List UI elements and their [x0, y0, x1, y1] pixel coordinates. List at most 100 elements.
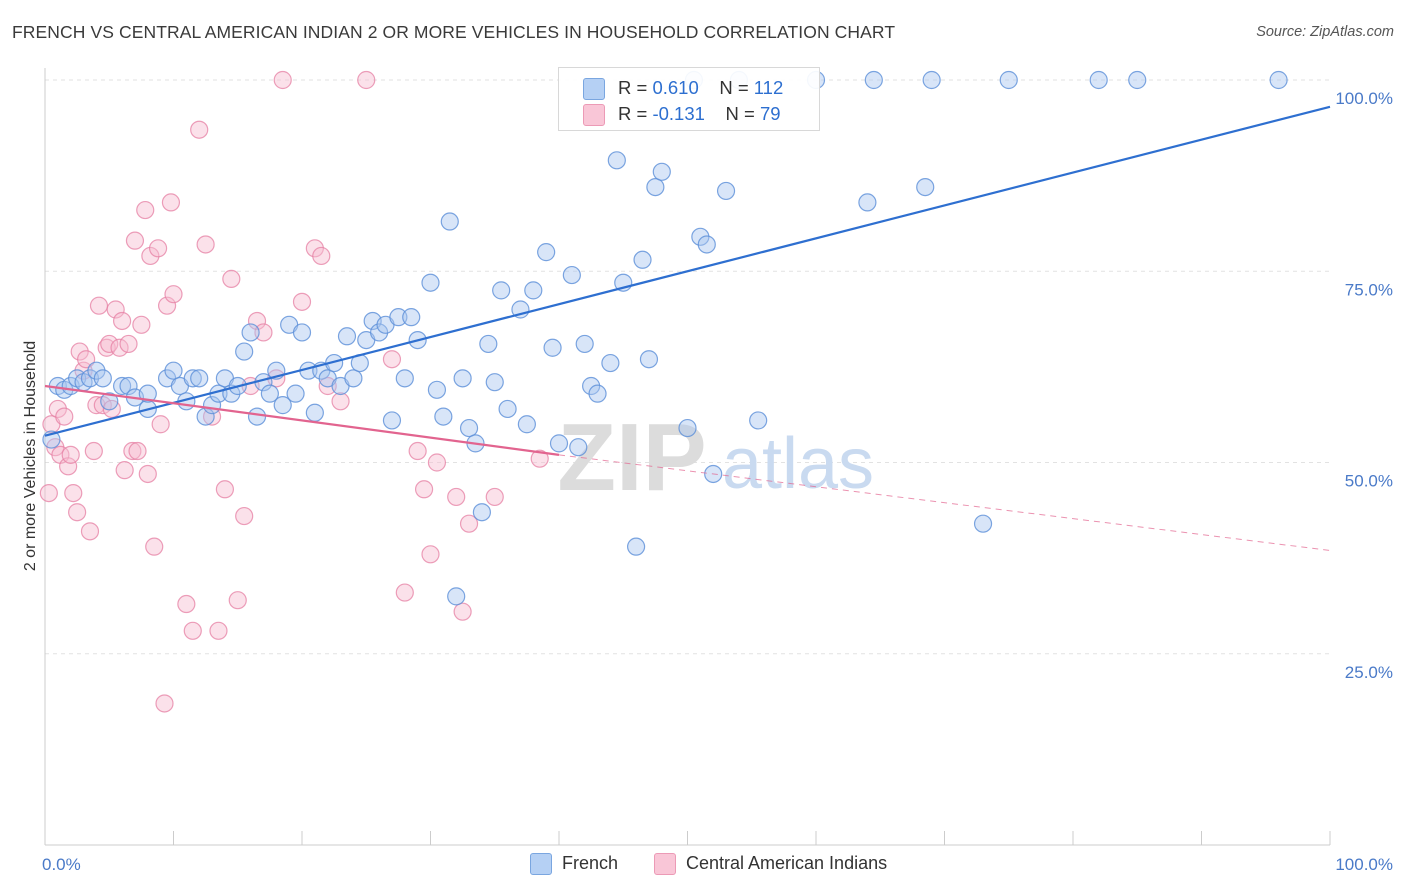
- data-point-french: [286, 384, 305, 403]
- data-point-cai: [414, 480, 434, 499]
- data-point-cai: [84, 441, 103, 461]
- data-point-french: [190, 369, 209, 388]
- data-point-french: [1128, 70, 1147, 90]
- data-point-french: [588, 384, 607, 403]
- axes: [44, 68, 1331, 846]
- legend-n-value-french: 112: [753, 77, 784, 98]
- data-point-french: [247, 407, 267, 426]
- data-point-french: [517, 415, 536, 434]
- data-point-cai: [421, 545, 440, 564]
- data-point-cai: [151, 415, 170, 434]
- bottom-legend-label-cai: Central American Indians: [686, 853, 888, 873]
- trend-line-cai: [44, 384, 560, 456]
- legend-text-french: R = 0.610 N = 112: [618, 77, 783, 99]
- data-point-french: [678, 418, 697, 438]
- data-point-french: [543, 338, 562, 357]
- data-point-french: [164, 361, 183, 380]
- data-point-cai: [215, 480, 234, 499]
- data-point-french: [922, 70, 941, 90]
- data-point-cai: [228, 591, 247, 610]
- data-point-cai: [157, 296, 177, 315]
- y-tick-label: 75.0%: [1345, 280, 1393, 299]
- data-point-french: [864, 70, 883, 90]
- data-point-cai: [39, 484, 58, 503]
- series-central-american-indians: [39, 70, 549, 713]
- data-point-french: [697, 235, 716, 254]
- series-french: [42, 70, 1288, 606]
- data-point-french: [652, 162, 671, 181]
- data-point-french: [440, 212, 459, 231]
- y-tick-label: 25.0%: [1345, 663, 1393, 682]
- trend-line-cai-extension: [558, 454, 1331, 551]
- data-point-french: [626, 537, 646, 556]
- bottom-legend-label-french: French: [562, 853, 619, 873]
- data-point-cai: [119, 334, 138, 354]
- legend-swatch-cai: [583, 104, 605, 126]
- data-point-french: [434, 407, 453, 426]
- data-point-cai: [64, 484, 83, 503]
- data-point-cai: [148, 239, 168, 258]
- data-point-cai: [77, 350, 96, 369]
- legend-r-value-cai: -0.131: [652, 103, 705, 124]
- legend-r-label: R =: [618, 103, 648, 124]
- chart-title: FRENCH VS CENTRAL AMERICAN INDIAN 2 OR M…: [12, 22, 896, 42]
- data-point-french: [569, 438, 588, 457]
- data-point-french: [260, 384, 279, 403]
- data-point-french: [999, 70, 1018, 90]
- data-point-french: [485, 373, 504, 392]
- y-axis-label: 2 or more Vehicles in Household: [22, 341, 39, 571]
- x-tick-label: 100.0%: [1335, 855, 1393, 874]
- data-point-cai: [68, 503, 87, 522]
- data-point-cai: [141, 246, 160, 266]
- data-point-french: [716, 181, 736, 201]
- data-point-french: [916, 178, 935, 197]
- data-point-french: [235, 342, 254, 361]
- data-point-french: [447, 587, 466, 606]
- data-point-cai: [115, 461, 134, 480]
- data-point-cai: [292, 292, 312, 311]
- data-point-french: [562, 265, 581, 285]
- data-point-french: [749, 411, 768, 430]
- data-point-cai: [128, 441, 147, 461]
- source-credit: Source: ZipAtlas.com: [1256, 24, 1394, 40]
- data-point-french: [453, 369, 472, 388]
- data-point-french: [607, 151, 626, 170]
- correlation-legend: R = 0.610 N = 112 R = -0.131 N = 79: [558, 67, 820, 131]
- data-point-cai: [254, 323, 273, 342]
- data-point-french: [646, 178, 665, 197]
- legend-swatch-french: [583, 78, 605, 100]
- legend-n-label: N =: [719, 77, 749, 98]
- data-point-french: [549, 434, 569, 453]
- data-point-cai: [123, 441, 142, 461]
- data-point-french: [119, 376, 138, 396]
- data-point-cai: [209, 621, 228, 640]
- data-point-cai: [222, 269, 241, 288]
- data-point-cai: [190, 120, 209, 139]
- x-tick-label: 0.0%: [42, 855, 81, 874]
- data-point-cai: [110, 338, 129, 357]
- data-point-french: [305, 403, 324, 422]
- data-point-cai: [132, 315, 151, 334]
- data-point-french: [100, 392, 119, 411]
- trend-line-french: [44, 105, 1331, 437]
- data-point-french: [1089, 70, 1108, 90]
- data-point-cai: [177, 594, 196, 614]
- data-point-cai: [155, 694, 174, 713]
- y-tick-label: 100.0%: [1335, 89, 1393, 108]
- data-point-french: [183, 369, 202, 388]
- data-point-french: [402, 308, 421, 327]
- data-point-cai: [312, 246, 331, 266]
- data-point-cai: [59, 457, 78, 476]
- watermark-atlas: atlas: [722, 424, 874, 504]
- tick-labels: 25.0% 50.0% 75.0% 100.0% 0.0% 100.0%: [42, 89, 1393, 874]
- data-point-french: [633, 250, 652, 269]
- legend-n-label: N =: [725, 103, 755, 124]
- data-point-french: [472, 503, 491, 522]
- data-point-cai: [89, 296, 109, 315]
- trend-lines: [44, 105, 1331, 551]
- data-point-cai: [161, 193, 181, 212]
- data-point-cai: [145, 537, 164, 556]
- legend-n-value-cai: 79: [759, 103, 781, 124]
- data-point-cai: [125, 231, 145, 250]
